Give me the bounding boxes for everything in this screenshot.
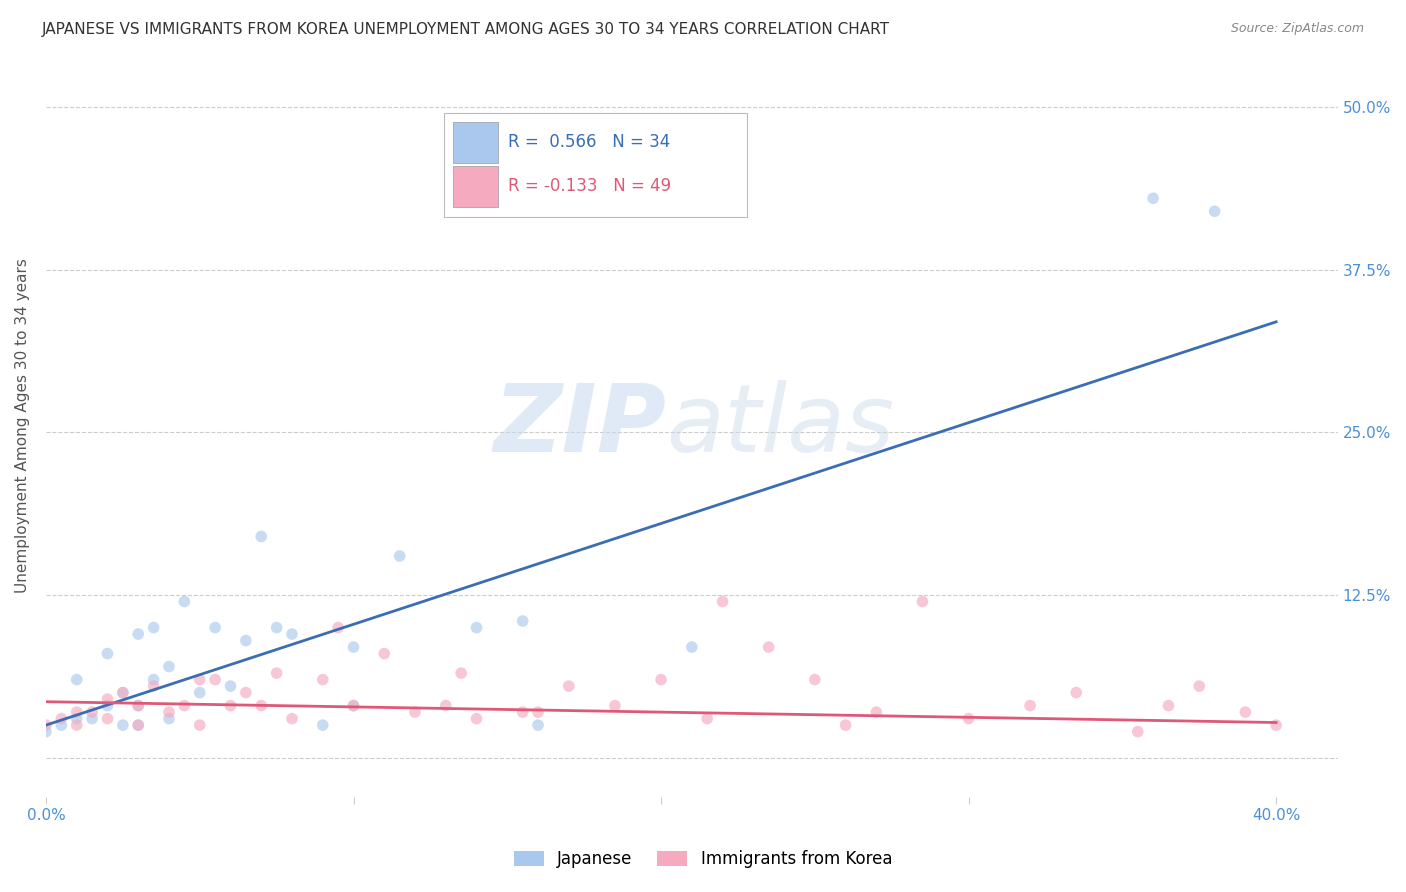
- Point: [1126, 724, 1149, 739]
- Point: [434, 698, 457, 713]
- Point: [865, 705, 887, 719]
- Point: [173, 698, 195, 713]
- Point: [51, 718, 73, 732]
- Point: [235, 685, 257, 699]
- Point: [51, 712, 73, 726]
- Point: [281, 627, 304, 641]
- Point: [111, 685, 134, 699]
- Text: R =  0.566   N = 34: R = 0.566 N = 34: [509, 133, 671, 151]
- Point: [266, 666, 288, 681]
- Point: [142, 621, 165, 635]
- Point: [450, 666, 472, 681]
- Point: [66, 712, 89, 726]
- Point: [603, 698, 626, 713]
- Point: [188, 673, 211, 687]
- Point: [373, 647, 395, 661]
- FancyBboxPatch shape: [453, 122, 498, 162]
- Y-axis label: Unemployment Among Ages 30 to 34 years: Unemployment Among Ages 30 to 34 years: [15, 259, 30, 593]
- Text: ZIP: ZIP: [494, 380, 666, 472]
- Text: atlas: atlas: [666, 380, 894, 471]
- Point: [82, 712, 104, 726]
- Point: [1204, 204, 1226, 219]
- Text: R = -0.133   N = 49: R = -0.133 N = 49: [509, 178, 672, 195]
- Point: [96, 692, 118, 706]
- Point: [266, 621, 288, 635]
- Point: [312, 673, 335, 687]
- Point: [204, 673, 226, 687]
- Point: [465, 621, 488, 635]
- Point: [127, 698, 149, 713]
- FancyBboxPatch shape: [444, 113, 748, 217]
- Legend: Japanese, Immigrants from Korea: Japanese, Immigrants from Korea: [508, 844, 898, 875]
- Point: [681, 640, 703, 654]
- Point: [96, 647, 118, 661]
- Point: [66, 718, 89, 732]
- Point: [527, 705, 550, 719]
- Point: [512, 705, 534, 719]
- Point: [650, 673, 672, 687]
- Point: [127, 718, 149, 732]
- Point: [1265, 718, 1288, 732]
- Point: [1157, 698, 1180, 713]
- Point: [157, 712, 180, 726]
- Point: [1064, 685, 1087, 699]
- Point: [142, 679, 165, 693]
- Point: [204, 621, 226, 635]
- Point: [758, 640, 780, 654]
- Point: [188, 718, 211, 732]
- Point: [127, 698, 149, 713]
- Point: [96, 698, 118, 713]
- Point: [157, 659, 180, 673]
- Point: [250, 698, 273, 713]
- Point: [250, 529, 273, 543]
- Point: [834, 718, 856, 732]
- Text: JAPANESE VS IMMIGRANTS FROM KOREA UNEMPLOYMENT AMONG AGES 30 TO 34 YEARS CORRELA: JAPANESE VS IMMIGRANTS FROM KOREA UNEMPL…: [42, 22, 890, 37]
- Point: [35, 724, 58, 739]
- Point: [326, 621, 349, 635]
- Point: [911, 594, 934, 608]
- Point: [111, 718, 134, 732]
- Point: [66, 705, 89, 719]
- Point: [1019, 698, 1042, 713]
- Point: [957, 712, 980, 726]
- Point: [173, 594, 195, 608]
- Point: [82, 705, 104, 719]
- Point: [1234, 705, 1257, 719]
- Point: [127, 718, 149, 732]
- Point: [342, 698, 364, 713]
- Point: [1188, 679, 1211, 693]
- Point: [157, 705, 180, 719]
- Point: [235, 633, 257, 648]
- Point: [696, 712, 718, 726]
- Point: [527, 718, 550, 732]
- Point: [804, 673, 827, 687]
- Point: [1142, 191, 1164, 205]
- Point: [188, 685, 211, 699]
- Point: [342, 698, 364, 713]
- Point: [142, 673, 165, 687]
- Point: [465, 712, 488, 726]
- Point: [66, 673, 89, 687]
- Point: [111, 685, 134, 699]
- Point: [404, 705, 426, 719]
- Point: [219, 679, 242, 693]
- Point: [711, 594, 734, 608]
- Point: [35, 718, 58, 732]
- Point: [281, 712, 304, 726]
- Point: [388, 549, 411, 563]
- FancyBboxPatch shape: [453, 167, 498, 207]
- Point: [219, 698, 242, 713]
- Point: [558, 679, 581, 693]
- Point: [96, 712, 118, 726]
- Text: Source: ZipAtlas.com: Source: ZipAtlas.com: [1230, 22, 1364, 36]
- Point: [127, 627, 149, 641]
- Point: [342, 640, 364, 654]
- Point: [512, 614, 534, 628]
- Point: [312, 718, 335, 732]
